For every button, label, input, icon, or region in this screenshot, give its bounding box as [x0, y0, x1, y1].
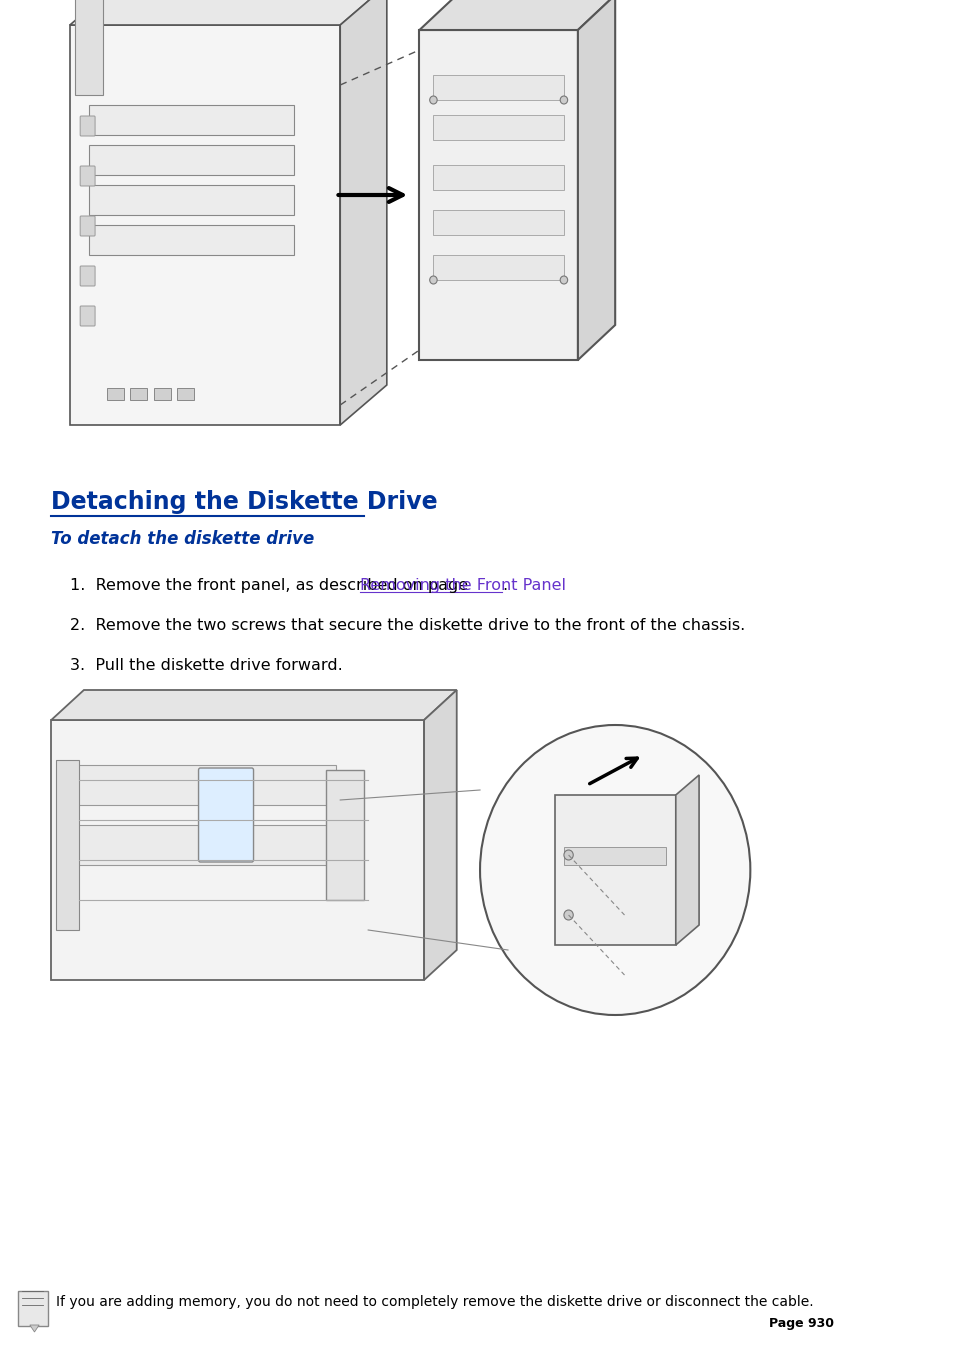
- FancyBboxPatch shape: [89, 226, 294, 255]
- Polygon shape: [30, 1325, 39, 1332]
- Text: Page 930: Page 930: [768, 1317, 833, 1329]
- FancyBboxPatch shape: [70, 26, 340, 426]
- FancyBboxPatch shape: [433, 255, 563, 280]
- Text: If you are adding memory, you do not need to completely remove the diskette driv: If you are adding memory, you do not nee…: [56, 1296, 813, 1309]
- Text: To detach the diskette drive: To detach the diskette drive: [51, 530, 314, 549]
- Polygon shape: [70, 0, 386, 26]
- FancyBboxPatch shape: [131, 388, 147, 400]
- FancyBboxPatch shape: [433, 165, 563, 190]
- FancyBboxPatch shape: [153, 388, 171, 400]
- Circle shape: [563, 911, 573, 920]
- FancyBboxPatch shape: [74, 765, 335, 805]
- Polygon shape: [51, 690, 456, 720]
- Circle shape: [559, 276, 567, 284]
- FancyBboxPatch shape: [89, 105, 294, 135]
- FancyBboxPatch shape: [198, 767, 253, 862]
- FancyBboxPatch shape: [326, 770, 363, 900]
- Circle shape: [559, 96, 567, 104]
- FancyBboxPatch shape: [80, 166, 95, 186]
- Circle shape: [563, 850, 573, 861]
- Text: 1.  Remove the front panel, as described on page: 1. Remove the front panel, as described …: [70, 578, 473, 593]
- Polygon shape: [419, 0, 615, 30]
- FancyBboxPatch shape: [56, 761, 79, 929]
- FancyBboxPatch shape: [74, 825, 335, 865]
- FancyBboxPatch shape: [419, 30, 578, 359]
- Text: 2.  Remove the two screws that secure the diskette drive to the front of the cha: 2. Remove the two screws that secure the…: [70, 617, 744, 634]
- FancyBboxPatch shape: [80, 266, 95, 286]
- Polygon shape: [340, 0, 386, 426]
- FancyBboxPatch shape: [89, 185, 294, 215]
- Circle shape: [429, 96, 436, 104]
- FancyBboxPatch shape: [80, 216, 95, 236]
- FancyBboxPatch shape: [89, 145, 294, 176]
- FancyBboxPatch shape: [74, 0, 102, 95]
- Text: Removing the Front Panel: Removing the Front Panel: [359, 578, 565, 593]
- Circle shape: [429, 276, 436, 284]
- FancyBboxPatch shape: [554, 794, 675, 944]
- FancyBboxPatch shape: [433, 209, 563, 235]
- FancyBboxPatch shape: [433, 76, 563, 100]
- FancyBboxPatch shape: [18, 1292, 48, 1325]
- Text: .: .: [501, 578, 507, 593]
- Text: 3.  Pull the diskette drive forward.: 3. Pull the diskette drive forward.: [70, 658, 342, 673]
- FancyBboxPatch shape: [563, 847, 666, 865]
- Text: Detaching the Diskette Drive: Detaching the Diskette Drive: [51, 490, 437, 513]
- FancyBboxPatch shape: [433, 115, 563, 141]
- FancyBboxPatch shape: [51, 720, 424, 979]
- Circle shape: [479, 725, 750, 1015]
- Polygon shape: [578, 0, 615, 359]
- Polygon shape: [675, 775, 699, 944]
- Polygon shape: [424, 690, 456, 979]
- FancyBboxPatch shape: [177, 388, 193, 400]
- FancyBboxPatch shape: [80, 305, 95, 326]
- FancyBboxPatch shape: [80, 116, 95, 136]
- FancyBboxPatch shape: [107, 388, 124, 400]
